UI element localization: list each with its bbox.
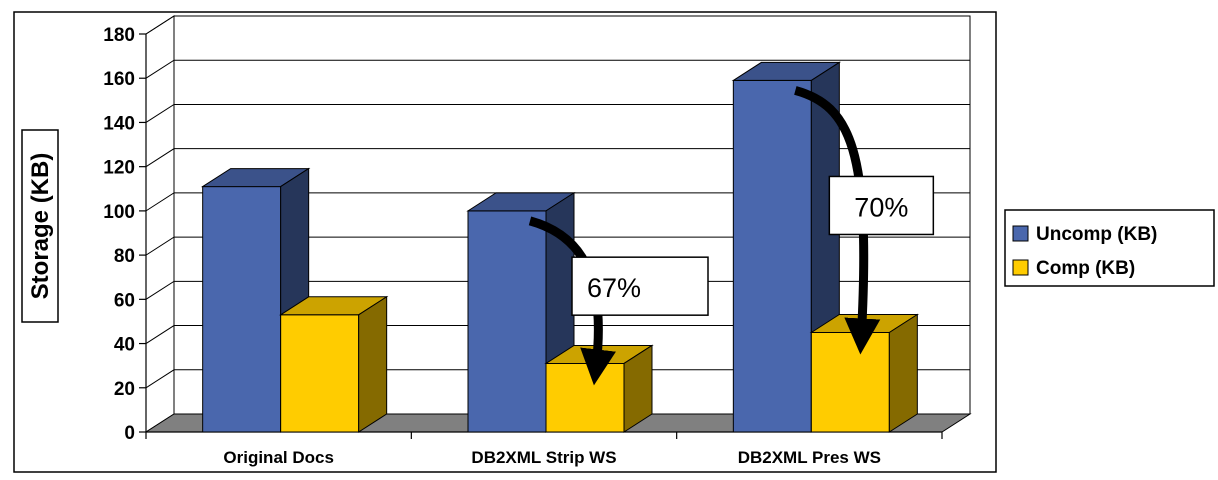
bar-0-1 [278,295,389,433]
gridline-180 [145,15,970,35]
y-tick-label-0: 0 [124,423,135,444]
y-tick-label-20: 20 [114,379,135,400]
bar-front-2-1 [810,332,890,433]
bar-side-0-1 [358,295,388,433]
side-wall [145,15,175,433]
y-axis: 0 20 40 60 80 100 120 140 160 180 [103,25,147,444]
annotation-label-0: 67% [587,273,641,303]
legend-label-uncomp: Uncomp (KB) [1036,224,1157,245]
legend-swatch-comp [1012,259,1029,276]
gridline-80 [145,236,970,256]
annotation-0: 67% [528,216,709,386]
gridline-160 [145,59,970,79]
gridline-100 [145,192,970,212]
gridlines [145,15,970,389]
x-tick-label-0: Original Docs [223,448,334,467]
y-axis-title-box: Storage (KB) [21,129,59,323]
legend-label-comp: Comp (KB) [1036,258,1135,279]
bars [200,61,920,433]
bar-front-0-0 [202,186,282,433]
legend: Uncomp (KB) Comp (KB) [1004,209,1215,287]
y-axis-title: Storage (KB) [27,153,54,300]
y-tick-label-60: 60 [114,290,135,311]
legend-swatch-uncomp [1012,225,1029,242]
bar-front-1-1 [545,362,625,433]
annotation-box-0 [571,256,709,316]
annotation-arrow-1 [794,86,881,355]
y-tick-label-120: 120 [103,158,135,179]
y-tick-label-180: 180 [103,25,135,46]
x-tick-label-2: DB2XML Pres WS [738,448,881,467]
gridline-120 [145,148,970,168]
bar-side-1-1 [623,344,653,433]
y-tick-label-160: 160 [103,69,135,90]
x-tick-label-1: DB2XML Strip WS [471,448,616,467]
bar-front-2-0 [732,79,812,433]
y-tick-label-140: 140 [103,113,135,134]
bar-front-1-0 [467,210,547,433]
annotation-1: 70% [794,86,935,355]
legend-box [1004,209,1215,287]
annotation-label-1: 70% [854,192,908,222]
bar-side-2-1 [888,313,918,433]
bar-front-0-1 [280,314,360,433]
gridline-140 [145,103,970,123]
annotations: 67% 70% [528,86,935,386]
y-tick-label-80: 80 [114,246,135,267]
gridline-40 [145,325,970,344]
y-tick-label-100: 100 [103,202,135,223]
y-tick-label-40: 40 [114,335,135,356]
gridline-20 [145,369,970,389]
bar-0-0 [200,167,311,433]
annotation-box-1 [828,175,935,236]
